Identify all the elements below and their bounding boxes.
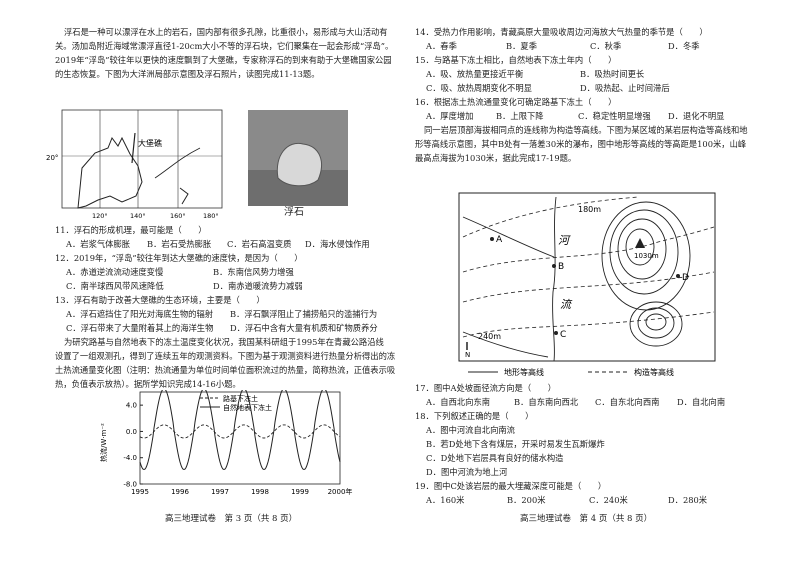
peak-label: 1030m [634,252,659,260]
series-line-roadbed [139,424,341,439]
oceania-map: 20° 大堡礁 120° 140° 160° 180° [46,109,223,220]
para3-line: 形等高线示意图，其中B处有一落差30米的瀑布，图中地形等高线的等高距是100米，… [415,139,747,149]
q11-option[interactable]: A．岩浆气体膨胀 [66,239,131,249]
q13-stem: 13．浮石有助于改善大堡礁的生态环境，主要是（ ） [55,295,265,305]
x-tick-label: 1998 [251,488,269,496]
footer-left: 高三地理试卷 第 3 页（共 8 页） [165,514,298,524]
y-tick-label: 4.0 [126,402,137,410]
contour-label-240: 240m [478,332,501,341]
intro-line: 浮石是一种可以漂浮在水上的岩石，国内部有很多孔隙，比重很小，易形成与大山活动有 [64,27,388,37]
lat-label: 20° [46,154,58,162]
q16-stem: 16．根据冻土热流通量变化可确定路基下冻土（ ） [415,97,617,107]
legend-label: 地形等高线 [504,367,544,377]
q14-option[interactable]: B．夏季 [506,41,537,51]
q12-stem: 12．2019年，“浮岛”较往年到达大堡礁的速度快，是因为（ ） [55,253,303,263]
q12-option[interactable]: D．南赤道暖流势力减弱 [213,281,303,291]
lon-label: 120° [92,212,108,220]
x-tick-label: 1996 [171,488,189,496]
q12-option[interactable]: A．赤道逆流流动速度变慢 [66,267,164,277]
plot-frame [139,391,341,485]
q16-option[interactable]: A．厚度增加 [426,111,474,121]
q13-option[interactable]: A．浮石遮挡住了阳光对海底生物的辐射 [66,309,214,319]
q14-option[interactable]: A．春季 [426,41,457,51]
y-tick-label: -8.0 [123,481,137,489]
q19-stem: 19．图中C处该岩层的最大埋藏深度可能是（ ） [415,481,607,491]
q11-option[interactable]: D．海水侵蚀作用 [305,239,370,249]
legend-label: 构造等高线 [634,367,674,377]
legend-label: 自然地表下冻土 [223,403,272,412]
q11-option[interactable]: B．岩石受热膨胀 [147,239,212,249]
q19-option[interactable]: B．200米 [507,495,546,505]
river-label: 流 [560,298,573,311]
q15-option[interactable]: D．吸热起、止时间滞后 [580,83,670,93]
q19-option[interactable]: A．160米 [426,495,465,505]
q16-option[interactable]: B．上限下降 [496,111,544,121]
q18-option[interactable]: C．D处地下岩层具有良好的储水构造 [426,453,564,463]
q11-option[interactable]: C．岩石高温变质 [227,239,292,249]
x-tick-label: 2000年 [328,487,353,496]
q15-stem: 15．与路基下冻土相比，自然地表下冻土年内（ ） [415,55,617,65]
series-line-natural [139,390,341,471]
y-tick-label: 0.0 [126,428,137,436]
q13-option[interactable]: B．浮石飘浮阻止了捕捞船只的滥捕行为 [230,309,378,319]
q18-option[interactable]: D．图中河流为地上河 [426,467,508,477]
q18-option[interactable]: A．图中河流自北向南流 [426,425,515,435]
q14-option[interactable]: D．冬季 [668,41,700,51]
legend-label: 路基下冻土 [223,394,258,403]
para3-line: 最高点海拔为1030米，据此完成17-19题。 [415,153,577,163]
q16-option[interactable]: D．退化不明显 [668,111,725,121]
q17-option[interactable]: D．自北向南 [677,397,726,407]
para2-line: 为研究路基与自然地表下的冻土温度变化状况，我国某科研组于1995年在青藏公路沿线 [64,337,384,347]
q16-option[interactable]: C．稳定性明显增强 [578,111,651,121]
q19-option[interactable]: C．240米 [589,495,628,505]
contour-label-180: 180m [578,205,601,214]
photo-caption: 浮石 [284,207,304,218]
intro-line: 的生态恢复。下图为大洋洲局部示意图及浮石照片，读图完成11-13题。 [55,69,320,79]
x-tick-label: 1999 [291,488,309,496]
q14-stem: 14．受热力作用影响，青藏高原大量吸收周边河海放大气热量的季节是（ ） [415,27,708,37]
q13-option[interactable]: C．浮石带来了大量附着其上的海洋生物 [66,323,214,333]
q17-option[interactable]: C．自东北向西南 [595,397,660,407]
q15-option[interactable]: C．吸、放热周期变化不明显 [426,83,532,93]
north-label: N [465,351,470,359]
pumice-photo [248,110,348,206]
lon-label: 180° [203,212,219,220]
river-label: 河 [558,234,571,247]
lon-label: 160° [170,212,186,220]
para2-line: 土热流通量变化图（注明：热流通量为单位时间单位面积流过的热量，简称热流，正值表示… [55,365,396,375]
q14-option[interactable]: C．秋季 [590,41,622,51]
reef-label: 大堡礁 [138,138,162,148]
q13-option[interactable]: D．浮石中含有大量有机质和矿物质养分 [230,323,378,333]
q17-stem: 17．图中A处坡面径流方向是（ ） [415,383,557,393]
para2-line: 设置了一组观测孔，得到了连续五年的观测资料。下图为基于观测资料进行热量分析得出的… [55,351,396,361]
point-c: C [560,330,566,340]
para2-line: 热，负值表示放热）。据所学知识完成14-16小题。 [55,379,241,389]
x-tick-label: 1995 [131,488,149,496]
y-axis-label: 热流/W·m⁻² [100,423,108,462]
x-tick-label: 1997 [211,488,229,496]
q11-stem: 11．浮石的形成机理，最可能是（ ） [55,225,207,235]
footer-right: 高三地理试卷 第 4 页（共 8 页） [520,514,653,524]
intro-line: 关。汤加岛附近海域常漂浮直径1-20cm大小不等的浮石块，它们聚集在一起会形成“… [55,41,394,51]
y-tick-label: -4.0 [123,454,137,462]
lon-label: 140° [130,212,146,220]
q12-option[interactable]: B．东南信风势力增强 [213,267,294,277]
point-b: B [558,262,564,272]
q17-option[interactable]: A．自西北向东南 [426,397,491,407]
q15-option[interactable]: B．吸热时间更长 [580,69,645,79]
q18-stem: 18．下列叙述正确的是（ ） [415,411,534,421]
point-d: D [682,273,689,283]
intro-line: 2019年“浮岛”较往年以更快的速度飘到了大堡礁，专家称浮石的到来有助于大堡礁国… [55,55,392,65]
contour-map: 1030m A B C D 河 流 180m 240m N 地形等高线 构造等高… [458,192,716,377]
q12-option[interactable]: C．南半球西风带风速降低 [66,281,164,291]
para3-line: 同一岩层顶部海拔相同点的连线称为构造等高线。下图为某区域的某岩层构造等高线和地 [424,125,748,135]
q18-option[interactable]: B．若D处地下含有煤层，开采时易发生瓦斯爆炸 [426,439,605,449]
q15-option[interactable]: A．吸、放热量更接近平衡 [426,69,524,79]
q17-option[interactable]: B．自东南向西北 [514,397,579,407]
q19-option[interactable]: D．280米 [668,495,708,505]
point-a: A [496,235,503,245]
